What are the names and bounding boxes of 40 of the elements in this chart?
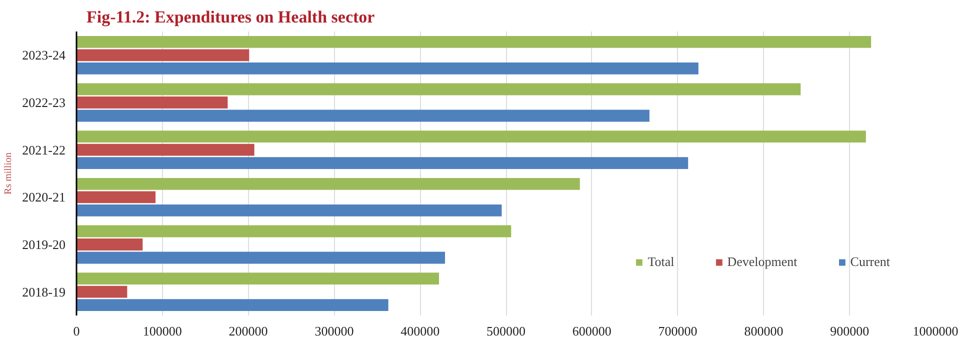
bar bbox=[76, 62, 698, 74]
legend-label: Current bbox=[850, 254, 890, 270]
y-tick-label: 2021-22 bbox=[22, 142, 66, 158]
x-tick-label: 800000 bbox=[744, 324, 784, 338]
bar bbox=[76, 272, 439, 285]
x-tick-label: 200000 bbox=[228, 324, 268, 338]
y-axis-title: Rs million bbox=[3, 152, 14, 194]
chart-title: Fig-11.2: Expenditures on Health sector bbox=[86, 8, 376, 26]
bar bbox=[76, 225, 512, 238]
legend-label: Development bbox=[727, 254, 798, 270]
bar bbox=[76, 299, 388, 312]
x-tick-label: 300000 bbox=[314, 324, 354, 338]
x-tick-label: 500000 bbox=[486, 324, 526, 338]
y-tick-label: 2020-21 bbox=[22, 190, 66, 205]
x-tick-label: 600000 bbox=[572, 324, 612, 338]
x-tick-label: 900000 bbox=[830, 324, 870, 338]
y-tick-label: 2019-20 bbox=[22, 237, 66, 252]
bar bbox=[76, 238, 143, 250]
bar bbox=[76, 49, 250, 62]
legend-label: Total bbox=[648, 254, 674, 270]
bar bbox=[76, 83, 801, 96]
bar bbox=[76, 178, 580, 190]
x-tick-label: 100000 bbox=[142, 324, 182, 338]
bar bbox=[76, 157, 688, 170]
x-tick-label: 0 bbox=[73, 324, 80, 338]
y-tick-label: 2018-19 bbox=[22, 284, 66, 300]
bar bbox=[76, 130, 866, 143]
bar bbox=[76, 36, 872, 48]
bar bbox=[76, 144, 254, 156]
bar bbox=[76, 191, 156, 204]
bar bbox=[76, 96, 228, 108]
x-tick-label: 1000000 bbox=[912, 324, 958, 338]
x-tick-label: 700000 bbox=[658, 324, 698, 338]
bar bbox=[76, 286, 128, 298]
y-tick-label: 2023-24 bbox=[22, 48, 66, 63]
bar bbox=[76, 252, 446, 264]
bar bbox=[76, 204, 502, 216]
bar bbox=[76, 110, 650, 122]
x-tick-label: 400000 bbox=[400, 324, 440, 338]
y-tick-label: 2022-23 bbox=[22, 95, 66, 110]
